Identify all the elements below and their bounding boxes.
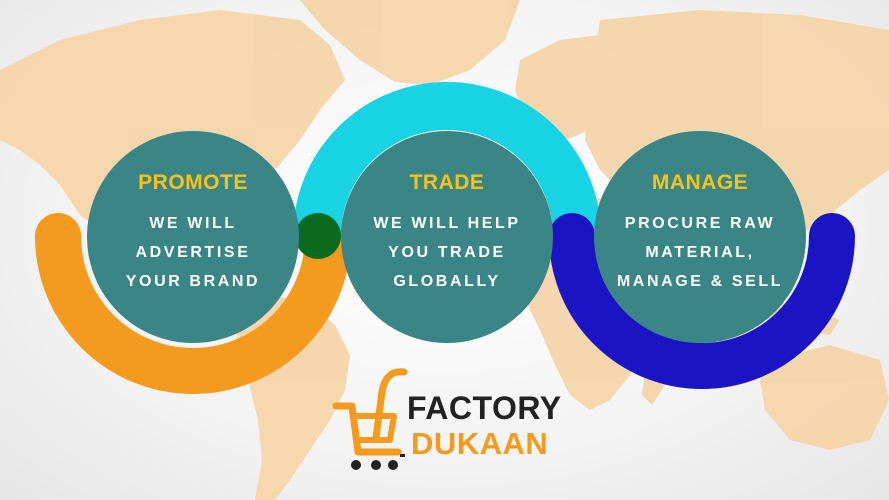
trade-line-3: GLOBALLY xyxy=(393,272,501,290)
overlap-dot xyxy=(295,213,341,259)
promote-line-3: YOUR BRAND xyxy=(125,272,261,290)
orange-arc xyxy=(35,213,351,394)
trade-title: TRADE xyxy=(409,170,485,194)
promote-line-1: WE WILL xyxy=(149,214,237,232)
cart-icon xyxy=(332,368,408,470)
promote-card: PROMOTE WE WILL ADVERTISE YOUR BRAND xyxy=(87,131,299,343)
logo-text-factory: FACTORY xyxy=(407,390,562,426)
promote-line-2: ADVERTISE xyxy=(135,243,251,261)
trade-line-1: WE WILL HELP xyxy=(373,214,521,232)
manage-line-2: MATERIAL, xyxy=(645,243,755,261)
manage-line-3: MANAGE & SELL xyxy=(616,272,784,290)
manage-line-1: PROCURE RAW xyxy=(624,214,776,232)
blue-arc xyxy=(549,213,855,389)
promote-title: PROMOTE xyxy=(138,170,248,194)
cyan-arc xyxy=(293,82,601,237)
trade-card: TRADE WE WILL HELP YOU TRADE GLOBALLY xyxy=(341,131,553,343)
trade-line-2: YOU TRADE xyxy=(388,243,506,261)
manage-card: MANAGE PROCURE RAW MATERIAL, MANAGE & SE… xyxy=(594,131,806,343)
logo-text-dukaan: DUKAAN xyxy=(411,426,549,461)
manage-title: MANAGE xyxy=(651,170,749,194)
